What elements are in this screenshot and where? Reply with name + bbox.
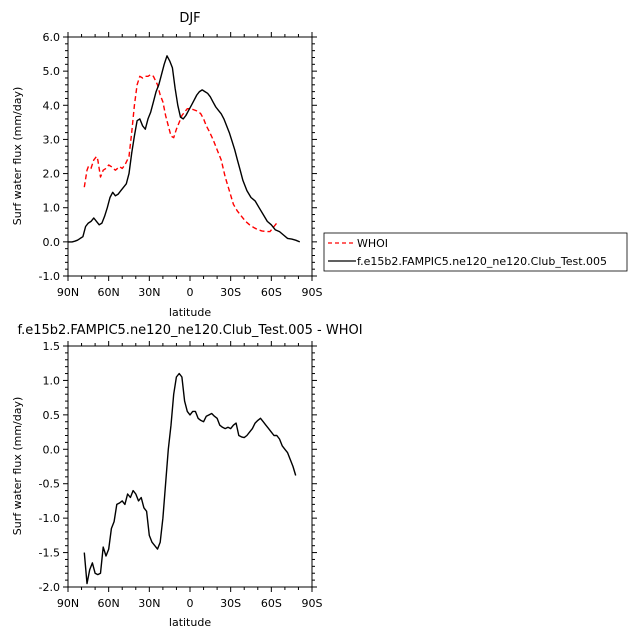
x-tick-label: 90N (57, 286, 79, 299)
y-tick-label: -0.5 (39, 478, 60, 491)
x-tick-label: 30S (220, 597, 241, 610)
y-tick-label: -2.0 (39, 581, 60, 594)
chart-title: DJF (179, 11, 200, 26)
y-tick-label: 0.5 (43, 409, 61, 422)
y-tick-label: -1.5 (39, 547, 60, 560)
y-tick-label: -1.0 (39, 270, 60, 283)
y-tick-label: -1.0 (39, 512, 60, 525)
y-axis-label: Surf water flux (mm/day) (11, 87, 24, 226)
y-tick-label: 0.0 (43, 236, 61, 249)
x-axis-label: latitude (169, 306, 211, 319)
x-tick-label: 60N (98, 286, 120, 299)
series-line-f-e15b2-fampic5-ne120-ne120-club-test-005 (68, 55, 301, 243)
y-tick-label: 0.0 (43, 443, 61, 456)
x-tick-label: 60S (261, 597, 282, 610)
series-line-whoi (83, 73, 279, 233)
x-tick-label: 60N (98, 597, 120, 610)
x-tick-label: 90N (57, 597, 79, 610)
chart-title-difference: f.e15b2.FAMPIC5.ne120_ne120.Club_Test.00… (17, 323, 362, 338)
legend-label-whoi: WHOI (357, 237, 388, 250)
y-tick-label: 3.0 (43, 133, 61, 146)
y-tick-label: 1.0 (43, 202, 61, 215)
x-tick-label: 90S (302, 597, 323, 610)
legend-box (323, 232, 628, 272)
x-tick-label: 0 (187, 597, 194, 610)
series-line-difference (83, 372, 297, 585)
x-tick-label: 30N (138, 286, 160, 299)
chart-panel-top: DJF 90N 60N 30N 0 30S 60S 90S -1.0 0.0 1.0 2.0 3.0 4… (11, 11, 323, 319)
y-tick-label: 5.0 (43, 65, 61, 78)
x-tick-label: 60S (261, 286, 282, 299)
x-tick-label: 0 (187, 286, 194, 299)
chart-panel-bottom: f.e15b2.FAMPIC5.ne120_ne120.Club_Test.00… (11, 323, 363, 629)
y-tick-label: 6.0 (43, 31, 61, 44)
x-axis-label: latitude (169, 616, 211, 629)
legend-label-model: f.e15b2.FAMPIC5.ne120_ne120.Club_Test.00… (357, 255, 607, 268)
legend: WHOI f.e15b2.FAMPIC5.ne120_ne120.Club_Te… (323, 232, 628, 272)
y-tick-label: 4.0 (43, 99, 61, 112)
y-tick-label: 1.0 (43, 374, 61, 387)
y-tick-label: 1.5 (43, 340, 61, 353)
y-axis-label: Surf water flux (mm/day) (11, 397, 24, 536)
y-tick-label: 2.0 (43, 168, 61, 181)
x-tick-label: 30S (220, 286, 241, 299)
plot-frame (67, 36, 313, 277)
x-tick-label: 90S (302, 286, 323, 299)
x-tick-label: 30N (138, 597, 160, 610)
